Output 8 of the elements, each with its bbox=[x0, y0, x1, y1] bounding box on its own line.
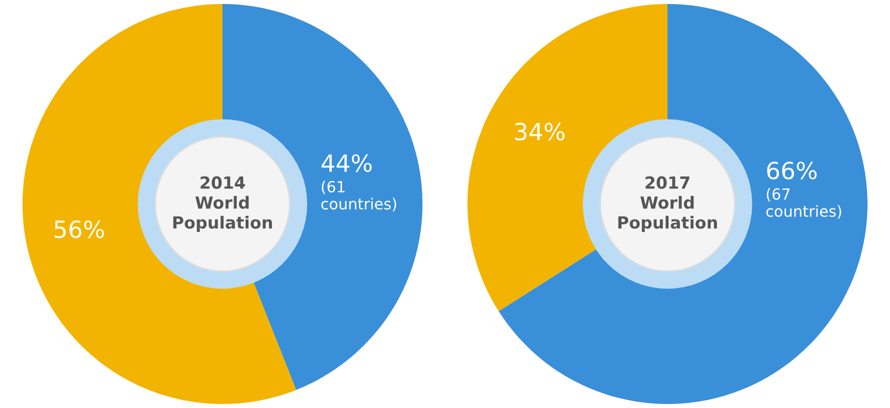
text: 2017 World Population bbox=[618, 176, 717, 232]
donut-slice bbox=[498, 4, 868, 404]
donut-slice bbox=[22, 4, 296, 404]
data-label: 44% (61 countries) bbox=[321, 154, 396, 212]
data-label: 56% bbox=[54, 220, 104, 238]
data-label: 34% bbox=[515, 122, 564, 141]
text: 2014 World Population bbox=[173, 176, 272, 232]
data-label: 66% (67 countries) bbox=[766, 162, 842, 219]
